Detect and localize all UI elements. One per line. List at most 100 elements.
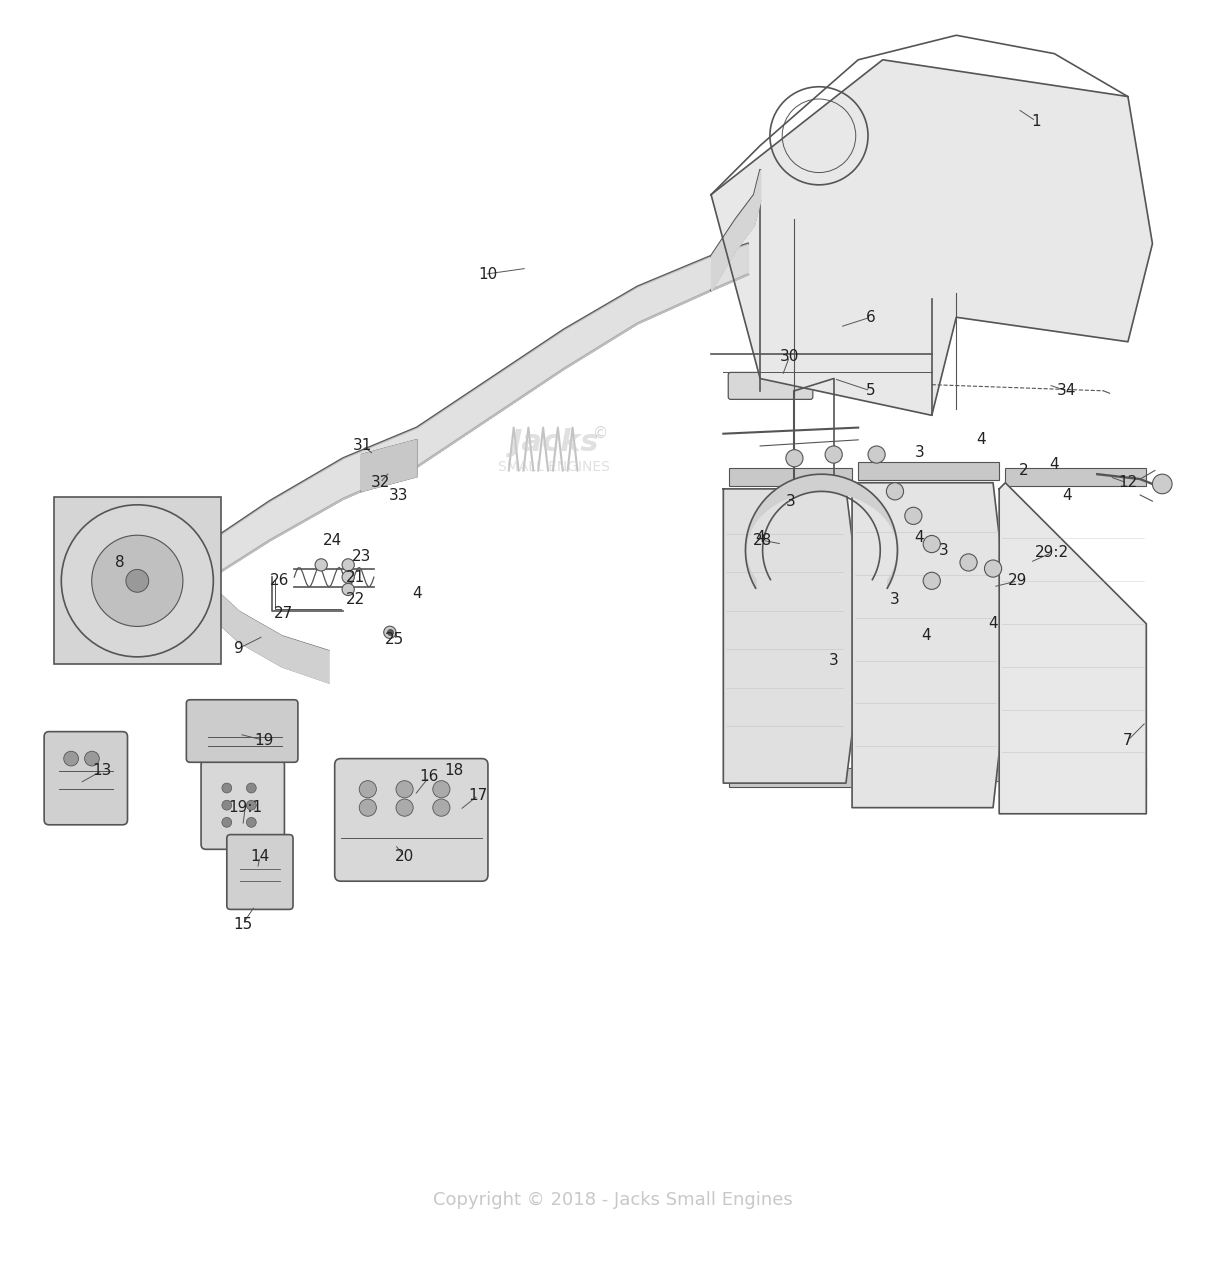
Polygon shape bbox=[723, 488, 864, 784]
Circle shape bbox=[246, 818, 256, 827]
Polygon shape bbox=[999, 483, 1146, 814]
FancyBboxPatch shape bbox=[44, 731, 128, 824]
Text: 18: 18 bbox=[444, 763, 463, 778]
Circle shape bbox=[396, 781, 413, 798]
FancyBboxPatch shape bbox=[201, 759, 284, 850]
Text: 34: 34 bbox=[1057, 383, 1076, 398]
Circle shape bbox=[359, 781, 376, 798]
Bar bbox=[729, 768, 852, 787]
Text: 20: 20 bbox=[395, 850, 414, 864]
Text: 9: 9 bbox=[234, 641, 244, 656]
FancyBboxPatch shape bbox=[728, 373, 813, 399]
Circle shape bbox=[222, 818, 232, 827]
Text: 7: 7 bbox=[1123, 733, 1133, 748]
Text: 4: 4 bbox=[755, 530, 765, 546]
Circle shape bbox=[64, 752, 78, 766]
Text: 6: 6 bbox=[866, 310, 875, 324]
Text: 4: 4 bbox=[412, 585, 422, 600]
Text: 3: 3 bbox=[890, 591, 900, 607]
Circle shape bbox=[246, 800, 256, 810]
Circle shape bbox=[1152, 474, 1172, 494]
Circle shape bbox=[61, 505, 213, 656]
Text: 12: 12 bbox=[1118, 476, 1138, 490]
Text: ©: © bbox=[593, 426, 608, 441]
Circle shape bbox=[923, 536, 940, 552]
Circle shape bbox=[342, 584, 354, 595]
Text: 13: 13 bbox=[92, 763, 112, 778]
Text: 32: 32 bbox=[370, 476, 390, 490]
Text: 23: 23 bbox=[352, 548, 371, 563]
Circle shape bbox=[960, 553, 977, 571]
Circle shape bbox=[315, 558, 327, 571]
Text: 25: 25 bbox=[385, 632, 405, 647]
Circle shape bbox=[384, 626, 396, 639]
Text: 15: 15 bbox=[233, 917, 253, 931]
Text: 27: 27 bbox=[273, 607, 293, 622]
Circle shape bbox=[342, 558, 354, 571]
Text: 2: 2 bbox=[1019, 463, 1029, 478]
Circle shape bbox=[923, 572, 940, 589]
Circle shape bbox=[342, 571, 354, 584]
Circle shape bbox=[126, 570, 148, 593]
Text: 3: 3 bbox=[939, 543, 949, 557]
Text: 4: 4 bbox=[921, 628, 931, 644]
Text: 21: 21 bbox=[346, 570, 365, 585]
FancyBboxPatch shape bbox=[186, 700, 298, 762]
FancyBboxPatch shape bbox=[227, 834, 293, 909]
Text: 14: 14 bbox=[250, 850, 270, 864]
Text: 19:1: 19:1 bbox=[228, 800, 262, 815]
Text: 28: 28 bbox=[753, 533, 772, 548]
Circle shape bbox=[825, 446, 842, 463]
Text: 3: 3 bbox=[915, 445, 924, 459]
Text: 4: 4 bbox=[1062, 487, 1072, 502]
Text: 24: 24 bbox=[322, 533, 342, 548]
Text: 17: 17 bbox=[468, 787, 488, 803]
Bar bbox=[858, 762, 999, 781]
Text: 22: 22 bbox=[346, 591, 365, 607]
Bar bbox=[858, 462, 999, 481]
Text: 31: 31 bbox=[353, 439, 373, 454]
Circle shape bbox=[433, 781, 450, 798]
Bar bbox=[729, 468, 852, 486]
Text: 4: 4 bbox=[1049, 457, 1059, 472]
Text: 30: 30 bbox=[780, 349, 799, 364]
Circle shape bbox=[868, 446, 885, 463]
Text: 4: 4 bbox=[976, 432, 986, 448]
Circle shape bbox=[246, 784, 256, 792]
Polygon shape bbox=[873, 567, 906, 588]
Text: 3: 3 bbox=[786, 494, 796, 509]
Circle shape bbox=[984, 560, 1002, 577]
Circle shape bbox=[222, 784, 232, 792]
Text: SMALL ENGINES: SMALL ENGINES bbox=[498, 459, 611, 473]
Circle shape bbox=[92, 536, 183, 626]
Polygon shape bbox=[362, 440, 417, 491]
Circle shape bbox=[85, 752, 99, 766]
Circle shape bbox=[222, 800, 232, 810]
Text: 26: 26 bbox=[270, 574, 289, 589]
Bar bbox=[1005, 468, 1146, 486]
Text: 19: 19 bbox=[254, 733, 273, 748]
Bar bbox=[54, 497, 221, 664]
Polygon shape bbox=[852, 483, 1011, 808]
Text: 8: 8 bbox=[115, 555, 125, 570]
Text: 4: 4 bbox=[988, 616, 998, 631]
Circle shape bbox=[905, 508, 922, 524]
Text: 29:2: 29:2 bbox=[1035, 546, 1069, 560]
FancyBboxPatch shape bbox=[335, 758, 488, 881]
Text: Copyright © 2018 - Jacks Small Engines: Copyright © 2018 - Jacks Small Engines bbox=[433, 1191, 793, 1208]
Text: Jacks: Jacks bbox=[510, 427, 598, 457]
Circle shape bbox=[886, 483, 904, 500]
Text: 33: 33 bbox=[389, 487, 408, 502]
Polygon shape bbox=[711, 60, 1152, 416]
Circle shape bbox=[359, 799, 376, 817]
Text: 1: 1 bbox=[1031, 113, 1041, 128]
Polygon shape bbox=[755, 567, 788, 588]
Circle shape bbox=[786, 449, 803, 467]
Text: 4: 4 bbox=[915, 530, 924, 546]
FancyBboxPatch shape bbox=[965, 552, 1052, 621]
Text: 10: 10 bbox=[478, 267, 498, 282]
Circle shape bbox=[396, 799, 413, 817]
Circle shape bbox=[433, 799, 450, 817]
Text: 29: 29 bbox=[1008, 574, 1027, 589]
Text: 3: 3 bbox=[829, 653, 839, 668]
